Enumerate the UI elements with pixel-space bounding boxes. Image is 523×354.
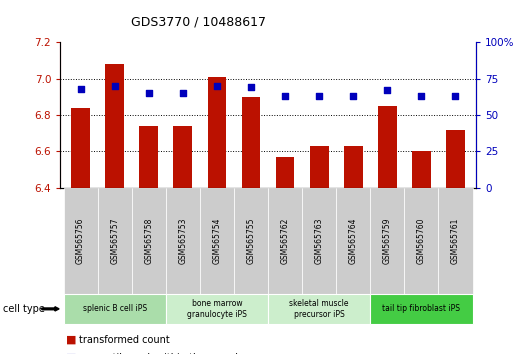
Text: GSM565754: GSM565754 (212, 217, 221, 264)
Text: GSM565760: GSM565760 (417, 217, 426, 264)
Bar (276, 157, 294, 188)
Text: GDS3770 / 10488617: GDS3770 / 10488617 (131, 15, 266, 28)
Text: GSM565762: GSM565762 (280, 217, 290, 264)
Bar (378, 106, 396, 188)
Bar (344, 146, 362, 188)
Bar (105, 64, 124, 188)
Point (213, 83, 221, 89)
Text: ■: ■ (66, 335, 77, 345)
Bar (174, 126, 192, 188)
Text: GSM565764: GSM565764 (349, 217, 358, 264)
Bar (446, 130, 465, 188)
Text: transformed count: transformed count (79, 335, 170, 345)
Point (349, 93, 357, 99)
Point (417, 93, 426, 99)
Point (281, 93, 289, 99)
Point (451, 93, 460, 99)
Bar (208, 77, 226, 188)
Text: GSM565763: GSM565763 (315, 217, 324, 264)
Text: GSM565756: GSM565756 (76, 217, 85, 264)
Text: ■: ■ (66, 353, 77, 354)
Text: GSM565759: GSM565759 (383, 217, 392, 264)
Text: skeletal muscle
precursor iPS: skeletal muscle precursor iPS (289, 299, 349, 319)
Point (179, 90, 187, 96)
Text: splenic B cell iPS: splenic B cell iPS (83, 304, 147, 313)
Text: cell type: cell type (3, 304, 44, 314)
Bar (71, 108, 90, 188)
Text: tail tip fibroblast iPS: tail tip fibroblast iPS (382, 304, 460, 313)
Point (383, 87, 392, 93)
Text: GSM565755: GSM565755 (246, 217, 256, 264)
Bar (412, 152, 431, 188)
Text: GSM565758: GSM565758 (144, 217, 153, 264)
Point (315, 93, 323, 99)
Point (144, 90, 153, 96)
Point (247, 85, 255, 90)
Text: GSM565757: GSM565757 (110, 217, 119, 264)
Bar (242, 97, 260, 188)
Text: percentile rank within the sample: percentile rank within the sample (79, 353, 244, 354)
Bar (310, 146, 328, 188)
Point (76, 86, 85, 92)
Point (110, 83, 119, 89)
Text: GSM565753: GSM565753 (178, 217, 187, 264)
Text: GSM565761: GSM565761 (451, 217, 460, 264)
Bar (140, 126, 158, 188)
Text: bone marrow
granulocyte iPS: bone marrow granulocyte iPS (187, 299, 247, 319)
